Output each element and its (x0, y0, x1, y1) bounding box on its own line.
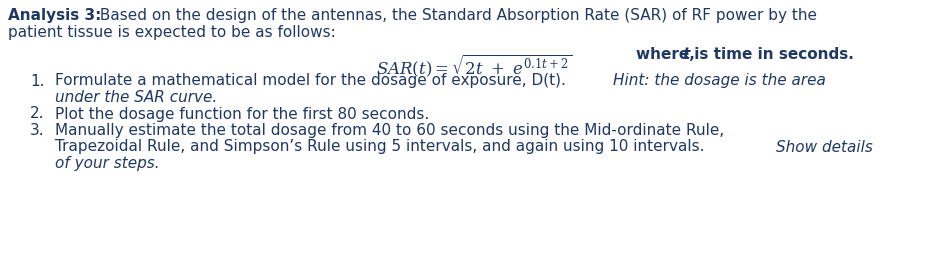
Text: 2.: 2. (30, 106, 45, 121)
Text: 1.: 1. (30, 73, 45, 88)
Text: is time in seconds.: is time in seconds. (689, 47, 854, 62)
Text: Analysis 3:: Analysis 3: (8, 8, 101, 23)
Text: Plot the dosage function for the first 80 seconds.: Plot the dosage function for the first 8… (55, 106, 429, 121)
Text: 3.: 3. (30, 123, 45, 138)
Text: $SAR(t) = \sqrt{2t\ +\ e^{0.1t+2}}$: $SAR(t) = \sqrt{2t\ +\ e^{0.1t+2}}$ (375, 53, 573, 79)
Text: Trapezoidal Rule, and Simpson’s Rule using 5 intervals, and again using 10 inter: Trapezoidal Rule, and Simpson’s Rule usi… (55, 140, 709, 155)
Text: of your steps.: of your steps. (55, 156, 159, 171)
Text: t: t (682, 47, 689, 62)
Text: Hint: the dosage is the area: Hint: the dosage is the area (613, 73, 826, 88)
Text: under the SAR curve.: under the SAR curve. (55, 90, 217, 105)
Text: patient tissue is expected to be as follows:: patient tissue is expected to be as foll… (8, 25, 336, 40)
Text: Show details: Show details (776, 140, 873, 155)
Text: Manually estimate the total dosage from 40 to 60 seconds using the Mid-ordinate : Manually estimate the total dosage from … (55, 123, 724, 138)
Text: where,: where, (636, 47, 701, 62)
Text: Based on the design of the antennas, the Standard Absorption Rate (SAR) of RF po: Based on the design of the antennas, the… (95, 8, 817, 23)
Text: Formulate a mathematical model for the dosage of exposure, D(t).: Formulate a mathematical model for the d… (55, 73, 571, 88)
